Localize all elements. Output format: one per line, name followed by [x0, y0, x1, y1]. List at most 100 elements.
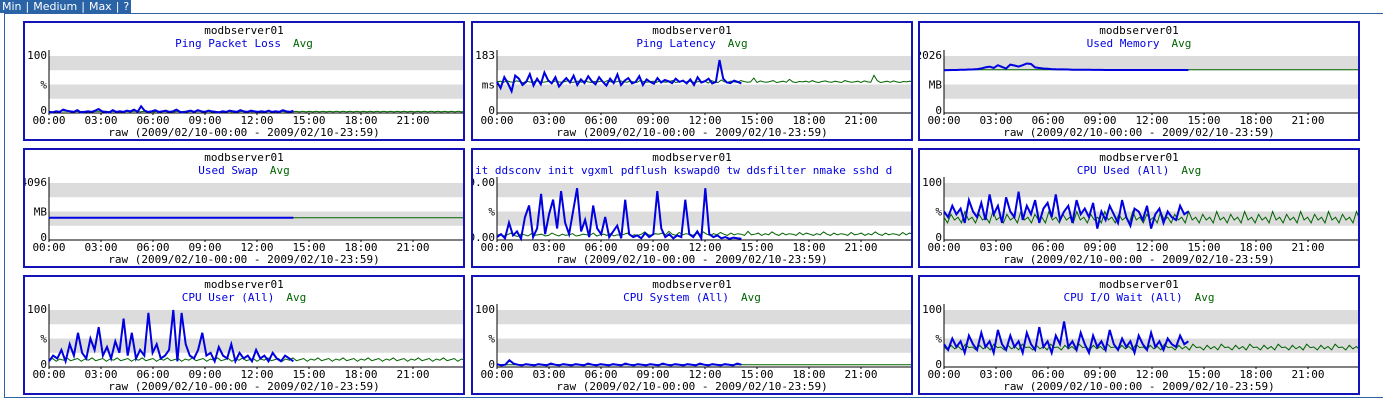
x-tick-label: 15:00 — [1187, 114, 1220, 127]
x-axis-label: raw (2009/02/10-00:00 - 2009/02/10-23:59… — [556, 253, 828, 266]
chart-panel: modbserver01 Ping Packet Loss Avg 100% 0 00:0… — [23, 21, 465, 141]
min-link[interactable]: Min — [2, 0, 22, 13]
series-label: CPU Used (All) — [1077, 164, 1170, 177]
max-link[interactable]: Max — [88, 0, 112, 13]
x-tick-label: 15:00 — [1187, 368, 1220, 381]
x-tick-label: 09:00 — [636, 114, 669, 127]
y-tick-label: 100 — [475, 303, 495, 316]
y-tick-label: % — [40, 333, 47, 346]
x-tick-label: 06:00 — [136, 368, 169, 381]
x-tick-label: 12:00 — [688, 368, 721, 381]
x-tick-label: 00:00 — [32, 241, 65, 254]
y-tick-label: 2026 — [920, 49, 942, 62]
y-tick-label: 99.00 — [473, 176, 495, 189]
x-tick-label: 06:00 — [136, 114, 169, 127]
x-tick-label: 06:00 — [1031, 368, 1064, 381]
avg-series-label: Avg — [741, 291, 761, 304]
x-tick-label: 18:00 — [344, 368, 377, 381]
view-size-toolbar: Min | Medium | Max | ? — [0, 0, 132, 13]
chart-host-label: modbserver01 — [204, 151, 283, 164]
y-tick-label: 0 — [40, 104, 47, 117]
x-tick-label: 00:00 — [480, 114, 513, 127]
x-tick-label: 12:00 — [1135, 114, 1168, 127]
y-tick-label: 0 — [935, 358, 942, 371]
avg-series-line — [943, 210, 1358, 225]
y-tick-label: % — [40, 79, 47, 92]
x-tick-label: 21:00 — [396, 241, 429, 254]
grid-band — [49, 56, 463, 71]
avg-series-line — [496, 230, 911, 238]
charts-frame — [4, 13, 1383, 398]
x-tick-label: 18:00 — [1239, 368, 1272, 381]
x-tick-label: 18:00 — [792, 114, 825, 127]
separator: | — [115, 0, 120, 13]
grid-band — [49, 310, 463, 325]
x-tick-label: 06:00 — [584, 241, 617, 254]
chart-title: CPU I/O Wait (All) Avg — [1063, 291, 1214, 304]
y-tick-label: % — [488, 206, 495, 219]
x-tick-label: 03:00 — [84, 114, 117, 127]
avg-series-label: Avg — [728, 37, 748, 50]
series-label: Ping Latency — [636, 37, 716, 50]
x-axis-label: raw (2009/02/10-00:00 - 2009/02/10-23:59… — [108, 126, 380, 139]
series-label: Used Swap — [198, 164, 258, 177]
chart-title: CPU Used (All) Avg — [1077, 164, 1202, 177]
avg-series-label: Avg — [270, 164, 290, 177]
x-tick-label: 09:00 — [636, 368, 669, 381]
x-tick-label: 00:00 — [480, 368, 513, 381]
x-tick-label: 03:00 — [979, 241, 1012, 254]
chart-title: Used Swap Avg — [198, 164, 289, 177]
x-tick-label: 15:00 — [292, 114, 325, 127]
grid-band — [49, 183, 463, 198]
y-tick-label: ms — [482, 79, 495, 92]
x-tick-label: 15:00 — [740, 368, 773, 381]
grid-band — [497, 310, 911, 325]
x-tick-label: 06:00 — [136, 241, 169, 254]
y-tick-label: 183 — [475, 49, 495, 62]
y-tick-label: % — [935, 333, 942, 346]
y-tick-label: 100 — [922, 303, 942, 316]
avg-series-label: Avg — [286, 291, 306, 304]
x-tick-label: 12:00 — [688, 114, 721, 127]
y-tick-label: 100 — [27, 49, 47, 62]
x-tick-label: 00:00 — [927, 114, 960, 127]
x-tick-label: 21:00 — [1291, 241, 1324, 254]
x-tick-label: 15:00 — [292, 368, 325, 381]
x-tick-label: 21:00 — [1291, 368, 1324, 381]
series-label: CPU System (All) — [623, 291, 729, 304]
grid-band — [497, 338, 911, 353]
x-tick-label: 21:00 — [396, 114, 429, 127]
x-tick-label: 18:00 — [344, 114, 377, 127]
main-series-line — [496, 358, 742, 367]
x-tick-label: 15:00 — [292, 241, 325, 254]
x-tick-label: 00:00 — [927, 241, 960, 254]
x-axis-label: raw (2009/02/10-00:00 - 2009/02/10-23:59… — [108, 380, 380, 393]
x-tick-label: 03:00 — [979, 114, 1012, 127]
chart-host-label: modbserver01 — [204, 278, 283, 291]
x-tick-label: 12:00 — [1135, 368, 1168, 381]
chart-host-label: modbserver01 — [652, 278, 731, 291]
main-series-line — [943, 191, 1189, 229]
x-tick-label: 12:00 — [688, 241, 721, 254]
x-tick-label: 12:00 — [1135, 241, 1168, 254]
chart-title: Used Memory Avg — [1087, 37, 1192, 50]
grid-band — [497, 56, 911, 71]
chart-title: Ping Packet Loss Avg — [175, 37, 313, 50]
series-label: Used Memory — [1087, 37, 1160, 50]
x-tick-label: 18:00 — [1239, 241, 1272, 254]
help-link[interactable]: ? — [123, 0, 130, 13]
medium-link[interactable]: Medium — [33, 0, 78, 13]
y-tick-label: 0 — [935, 231, 942, 244]
main-series-line — [943, 321, 1189, 357]
x-tick-label: 00:00 — [32, 114, 65, 127]
x-tick-label: 00:00 — [480, 241, 513, 254]
avg-series-label: Avg — [1171, 37, 1191, 50]
chart-host-label: modbserver01 — [652, 151, 731, 164]
x-tick-label: 12:00 — [240, 241, 273, 254]
